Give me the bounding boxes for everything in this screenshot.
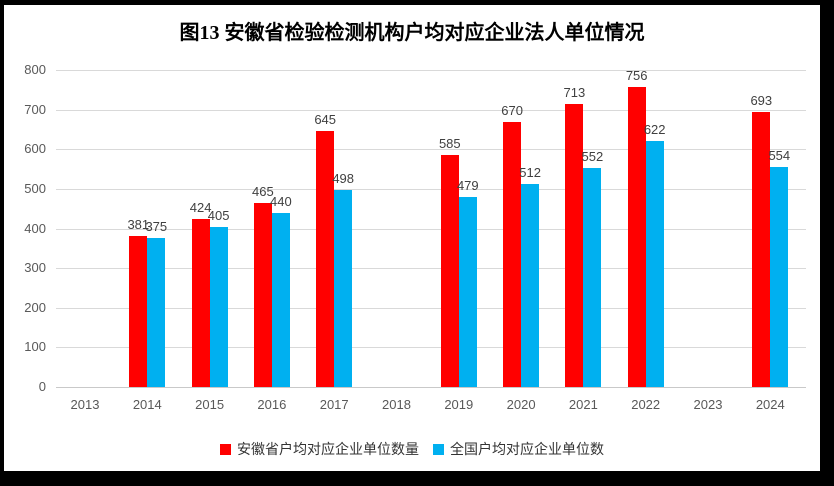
- y-axis-label-800: 800: [24, 62, 46, 77]
- x-axis-label-2016: 2016: [257, 397, 287, 412]
- x-axis-label-2019: 2019: [444, 397, 474, 412]
- data-label-national-2014: 375: [145, 219, 168, 235]
- y-axis-label-200: 200: [24, 299, 46, 315]
- data-label-anhui-2015: 424: [189, 199, 212, 215]
- x-axis-label-2018: 2018: [382, 397, 411, 412]
- bar-national-2021: [583, 168, 602, 387]
- gridline-y700: [56, 109, 806, 111]
- legend-label-anhui: 安徽省户均对应企业单位数量: [237, 441, 419, 457]
- bar-anhui-2017: [316, 131, 335, 387]
- y-axis-label-400: 400: [24, 220, 46, 236]
- plot-area: 0 100 200 300 400 500 600 700 800 2013 2014 381 375 2…: [4, 5, 820, 471]
- x-axis-label-2013: 2013: [70, 397, 100, 412]
- data-label-anhui-2020: 670: [501, 102, 523, 118]
- data-label-anhui-2019: 585: [438, 136, 461, 152]
- x-axis-label-2024: 2024: [755, 397, 785, 412]
- data-label-national-2017: 498: [332, 170, 355, 186]
- data-label-anhui-2021: 713: [563, 85, 586, 101]
- x-axis-label-2014: 2014: [132, 397, 162, 412]
- y-axis-label-600: 600: [24, 141, 46, 157]
- bar-anhui-2022: [627, 87, 646, 387]
- bar-anhui-2024: [752, 112, 771, 387]
- data-label-anhui-2014: 381: [127, 217, 150, 233]
- y-axis-label-100: 100: [24, 339, 46, 355]
- legend-swatch-blue: [433, 443, 444, 455]
- bar-national-2016: [271, 212, 290, 387]
- bar-national-2020: [521, 184, 540, 387]
- x-axis-label-2021: 2021: [568, 397, 598, 412]
- gridline-y800: [56, 70, 806, 71]
- x-axis-label-2017: 2017: [319, 397, 349, 412]
- legend-entry-national: 全国户均对应企业单位数: [433, 439, 604, 459]
- x-axis-label-2020: 2020: [506, 397, 536, 412]
- data-label-anhui-2024: 693: [750, 93, 773, 109]
- data-label-national-2021: 552: [581, 149, 604, 165]
- data-label-national-2019: 479: [456, 178, 479, 194]
- bar-anhui-2019: [440, 155, 459, 387]
- bar-anhui-2020: [503, 121, 522, 387]
- data-label-anhui-2017: 645: [314, 112, 337, 128]
- bar-national-2017: [334, 189, 353, 387]
- chart-title: 图13 安徽省检验检测机构户均对应企业法人单位情况: [179, 22, 645, 44]
- x-axis-label-2023: 2023: [693, 397, 723, 412]
- legend-label-national: 全国户均对应企业单位数: [450, 441, 604, 457]
- data-label-anhui-2022: 756: [625, 68, 648, 84]
- data-label-national-2022: 622: [643, 121, 666, 137]
- legend-swatch-red: [220, 443, 231, 455]
- chart-legend: 安徽省户均对应企业单位数量 全国户均对应企业单位数: [4, 439, 820, 459]
- x-axis-label-2022: 2022: [631, 397, 661, 412]
- gridline-y100: [56, 347, 806, 349]
- bar-anhui-2014: [129, 236, 148, 387]
- y-axis-label-500: 500: [24, 180, 46, 196]
- gridline-y400: [56, 228, 806, 230]
- bar-national-2024: [770, 167, 789, 387]
- x-axis-line: [56, 387, 806, 388]
- gridline-y300: [56, 268, 806, 270]
- y-axis-label-0: 0: [38, 379, 46, 394]
- data-label-national-2020: 512: [519, 165, 541, 181]
- data-label-anhui-2016: 465: [252, 183, 274, 199]
- bar-national-2019: [458, 197, 477, 387]
- bar-national-2014: [147, 238, 166, 387]
- y-axis-label-700: 700: [24, 101, 46, 117]
- y-axis-label-300: 300: [24, 260, 46, 276]
- bar-national-2015: [209, 226, 228, 387]
- gridline-y200: [56, 307, 806, 309]
- bar-national-2022: [645, 140, 664, 387]
- x-axis-label-2015: 2015: [195, 397, 225, 412]
- legend-entry-anhui: 安徽省户均对应企业单位数量: [220, 439, 419, 459]
- bar-anhui-2015: [191, 218, 210, 387]
- data-label-national-2015: 405: [207, 207, 230, 223]
- gridline-y600: [56, 149, 806, 151]
- gridline-y500: [56, 188, 806, 190]
- data-label-national-2024: 554: [768, 148, 791, 164]
- bar-anhui-2021: [565, 104, 584, 387]
- data-label-national-2016: 440: [270, 193, 292, 209]
- bar-anhui-2016: [253, 202, 272, 387]
